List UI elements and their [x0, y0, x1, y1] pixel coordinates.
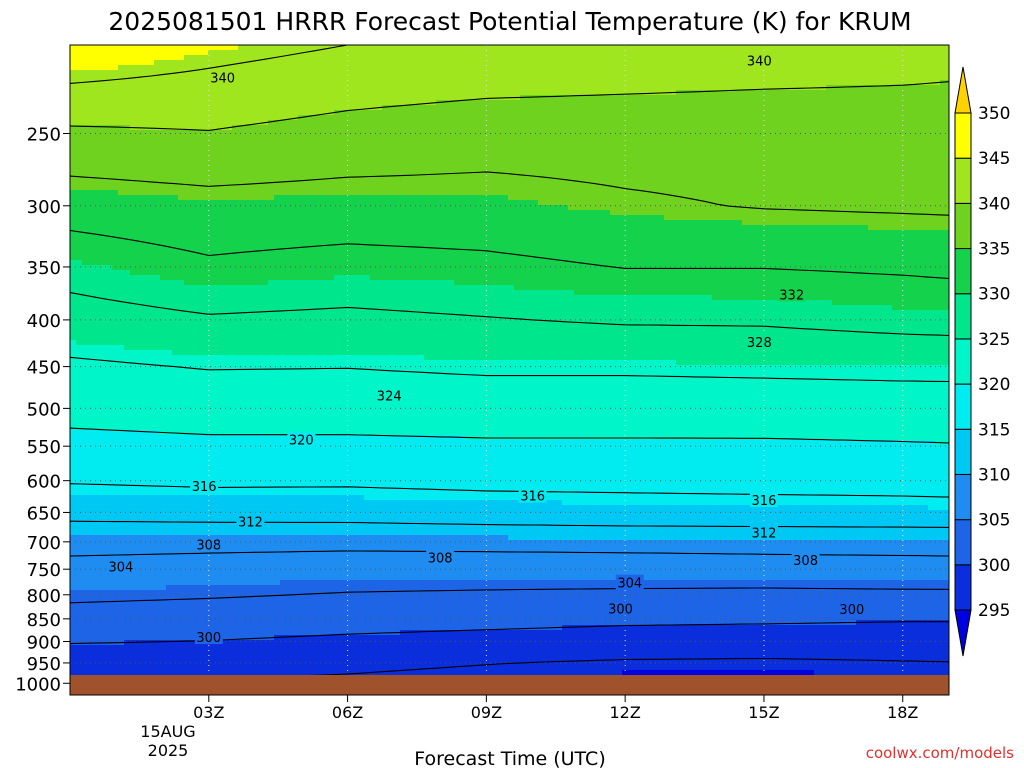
colorbar-label: 330: [978, 285, 1010, 305]
contour-label: 304: [617, 577, 642, 592]
x-axis-title: Forecast Time (UTC): [414, 748, 605, 768]
colorbar-segment: [955, 67, 971, 113]
y-tick-label: 550: [27, 437, 61, 458]
colorbar-segment: [955, 158, 971, 203]
colorbar-segment: [955, 610, 971, 656]
colorbar-label: 350: [978, 104, 1010, 124]
colorbar: 295 300 305 310 315 320 325 330 335 340 345 350: [955, 67, 1010, 656]
colorbar-label: 295: [978, 601, 1010, 621]
contour-label: 308: [196, 539, 221, 554]
y-tick-label: 850: [27, 610, 61, 631]
date-label-day: 15AUG: [140, 722, 195, 741]
colorbar-segment: [955, 203, 971, 248]
colorbar-segment: [955, 294, 971, 339]
contour-label: 308: [428, 551, 453, 566]
colorbar-label: 320: [978, 375, 1010, 395]
contour-label: 332: [779, 288, 804, 303]
colorbar-label: 300: [978, 556, 1010, 576]
y-tick-label: 800: [27, 586, 61, 607]
contour-label: 300: [839, 603, 864, 618]
y-tick-label: 300: [27, 197, 61, 218]
contour-label: 320: [289, 434, 314, 449]
y-tick-label: 350: [27, 258, 61, 279]
y-tick-label: 600: [27, 472, 61, 493]
x-tick-label: 18Z: [887, 703, 918, 722]
y-tick-label: 400: [27, 311, 61, 332]
colorbar-label: 305: [978, 511, 1010, 531]
colorbar-label: 340: [978, 194, 1010, 214]
x-tick-label: 15Z: [748, 703, 779, 722]
y-tick-label: 1000: [15, 674, 61, 695]
contour-label: 340: [210, 71, 235, 86]
y-tick-label: 700: [27, 533, 61, 554]
colorbar-segment: [955, 429, 971, 474]
contour-label: 308: [793, 554, 818, 569]
colorbar-segment: [955, 520, 971, 565]
contour-label: 324: [377, 389, 402, 404]
colorbar-segment: [955, 249, 971, 294]
contour-label: 304: [108, 561, 133, 576]
contour-label: 316: [520, 490, 545, 505]
y-tick-label: 500: [27, 399, 61, 420]
ground-layer: [70, 675, 949, 695]
chart-title: 2025081501 HRRR Forecast Potential Tempe…: [108, 7, 911, 36]
y-tick-label: 650: [27, 503, 61, 524]
contour-label: 312: [238, 515, 263, 530]
contour-label: 340: [747, 55, 772, 70]
x-axis: 03Z 06Z 09Z 12Z 15Z 18Z: [193, 695, 918, 722]
contour-label: 300: [196, 631, 221, 646]
x-tick-label: 06Z: [332, 703, 363, 722]
colorbar-label: 345: [978, 149, 1010, 169]
y-tick-label: 900: [27, 632, 61, 653]
colorbar-segment: [955, 474, 971, 519]
filled-contours: [70, 45, 953, 696]
date-label-year: 2025: [148, 741, 189, 760]
x-tick-label: 12Z: [609, 703, 640, 722]
x-tick-label: 03Z: [193, 703, 224, 722]
colorbar-segment: [955, 113, 971, 158]
y-axis: 2503003504004505005506006507007508008509…: [15, 124, 70, 695]
contour-label: 300: [608, 602, 633, 617]
credit-text: coolwx.com/models: [866, 744, 1014, 762]
y-tick-label: 450: [27, 358, 61, 379]
colorbar-label: 310: [978, 465, 1010, 485]
contour-label: 328: [747, 336, 772, 351]
contour-label: 316: [752, 494, 777, 509]
plot-area: 340 340 332 328 324 320 316 316 316 312 312 308 308 3…: [70, 45, 953, 696]
contour-label: 316: [192, 480, 217, 495]
y-tick-label: 250: [27, 124, 61, 145]
colorbar-label: 335: [978, 240, 1010, 260]
contour-label: 312: [752, 527, 777, 542]
x-tick-label: 09Z: [471, 703, 502, 722]
colorbar-segment: [955, 339, 971, 384]
colorbar-label: 325: [978, 330, 1010, 350]
colorbar-segment: [955, 384, 971, 429]
colorbar-segment: [955, 565, 971, 610]
y-tick-label: 950: [27, 654, 61, 675]
colorbar-label: 315: [978, 420, 1010, 440]
y-tick-label: 750: [27, 560, 61, 581]
